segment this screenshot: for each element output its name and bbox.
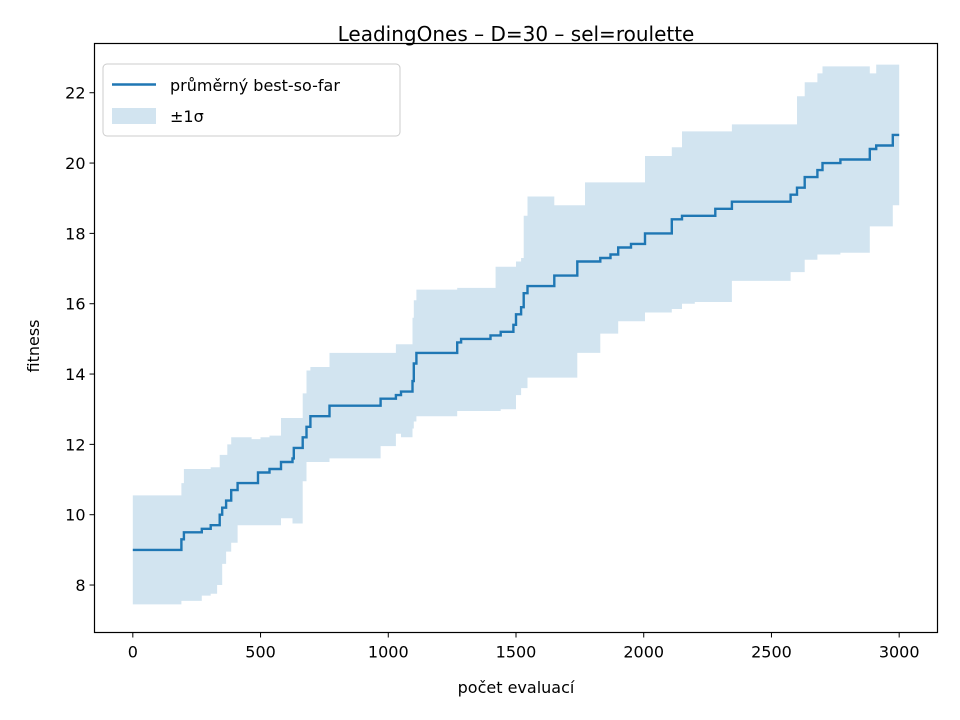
y-tick-label: 16 [65,295,85,314]
x-tick-label: 3000 [879,643,920,662]
y-tick-label: 12 [65,435,85,454]
y-tick-label: 22 [65,84,85,103]
line-layer [132,133,900,552]
mean-best-so-far-line [132,133,900,552]
y-tick-label: 10 [65,506,85,525]
x-tick-label: 1500 [496,643,537,662]
y-tick-label: 20 [65,154,85,173]
chart-title: LeadingOnes – D=30 – sel=roulette [338,22,695,46]
sigma-band [132,64,900,605]
y-tick-label: 18 [65,224,85,243]
x-tick-label: 1000 [368,643,409,662]
x-axis: 0 500 1000 1500 2000 2500 3000 [128,632,920,662]
x-tick-label: 2000 [623,643,664,662]
legend-band-swatch [112,108,156,124]
band-layer [132,64,900,605]
legend: průměrný best-so-far ±1σ [102,63,401,137]
x-tick-label: 500 [245,643,276,662]
legend-label-sigma: ±1σ [170,107,204,126]
y-tick-label: 8 [75,576,85,595]
y-axis-label: fitness [24,319,43,372]
plot-area [94,43,938,633]
legend-box [102,63,401,137]
x-tick-label: 0 [128,643,138,662]
x-axis-label: počet evaluací [458,678,575,697]
y-tick-label: 14 [65,365,85,384]
y-axis: 8 10 12 14 16 18 20 22 [65,84,95,595]
legend-label-mean: průměrný best-so-far [170,76,340,95]
x-tick-label: 2500 [751,643,792,662]
